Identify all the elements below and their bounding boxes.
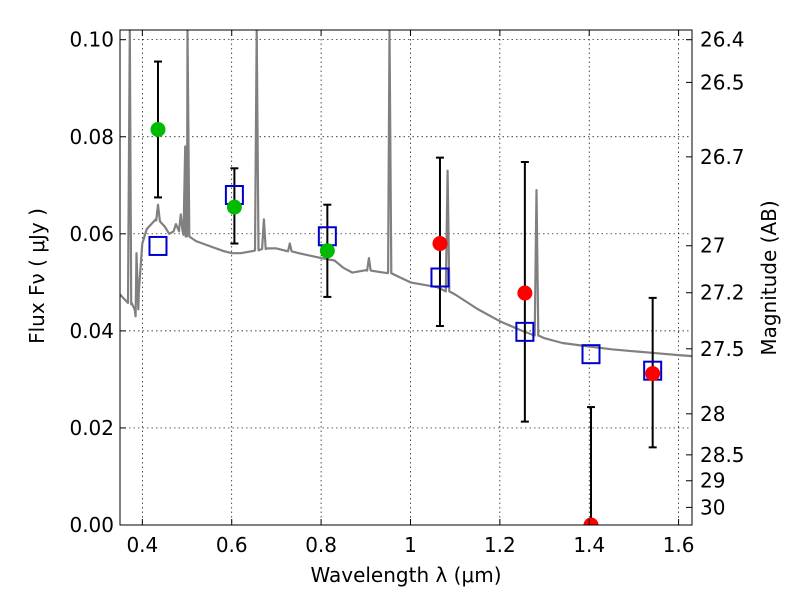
observed-flux-point xyxy=(150,121,166,137)
y-tick-label: 0.00 xyxy=(69,513,114,537)
x-axis-title: Wavelength λ (μm) xyxy=(310,563,501,587)
x-tick-label: 1 xyxy=(404,533,417,557)
x-tick-label: 0.4 xyxy=(126,533,158,557)
y-axis-title: Flux Fν ( μJy ) xyxy=(25,208,49,344)
mag-tick-label: 27 xyxy=(700,234,725,258)
observed-flux-point xyxy=(432,236,448,252)
model-flux-square xyxy=(581,344,601,365)
observed-flux-point xyxy=(226,199,242,215)
model-spectrum xyxy=(120,30,692,358)
x-tick-label: 1.4 xyxy=(573,533,605,557)
mag-tick-label: 28.5 xyxy=(700,443,745,467)
mag-tick-label: 26.5 xyxy=(700,70,745,94)
y-tick-label: 0.10 xyxy=(69,28,114,52)
observed-flux-point xyxy=(319,243,335,259)
mag-tick-label: 26.7 xyxy=(700,145,745,169)
data-points xyxy=(148,60,663,525)
mag-tick-label: 30 xyxy=(700,495,725,519)
y-tick-label: 0.08 xyxy=(69,125,114,149)
x-tick-label: 0.6 xyxy=(216,533,248,557)
spectrum-line xyxy=(120,30,692,358)
x-tick-label: 1.6 xyxy=(663,533,695,557)
model-flux-square xyxy=(430,267,450,288)
observed-flux-point xyxy=(645,366,661,382)
x-tick-label: 0.8 xyxy=(305,533,337,557)
model-flux-square xyxy=(515,321,535,342)
mag-tick-label: 28 xyxy=(700,402,725,426)
y2-axis-title: Magnitude (AB) xyxy=(757,200,781,355)
observed-flux-point xyxy=(517,285,533,301)
mag-tick-label: 29 xyxy=(700,469,725,493)
mag-tick-label: 27.2 xyxy=(700,281,745,305)
y-tick-label: 0.04 xyxy=(69,319,114,343)
mag-tick-label: 27.5 xyxy=(700,337,745,361)
plot-frame xyxy=(119,29,693,526)
observed-flux-point xyxy=(583,517,599,525)
x-tick-label: 1.2 xyxy=(484,533,516,557)
mag-tick-label: 26.4 xyxy=(700,28,745,52)
y-tick-label: 0.02 xyxy=(69,416,114,440)
axis-ticks: 0.4 0.6 0.8 1 1.2 1.4 1.6 0.00 0.02 0.04 0.06 0.08 0… xyxy=(69,28,744,557)
y-tick-label: 0.06 xyxy=(69,222,114,246)
model-flux-square xyxy=(148,235,168,256)
